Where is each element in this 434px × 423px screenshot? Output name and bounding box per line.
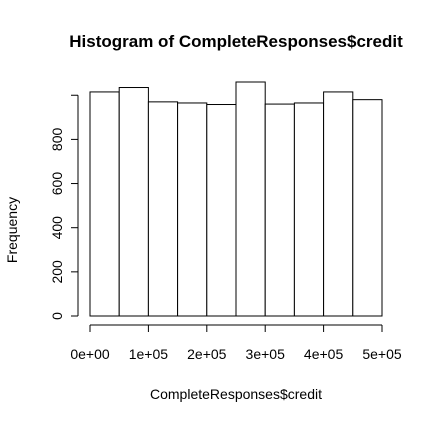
chart-title: Histogram of CompleteResponses$credit (69, 32, 403, 51)
y-tick-label: 0 (49, 312, 65, 320)
histogram-bar (352, 99, 383, 317)
y-axis: 0 200 400 600 800 (49, 94, 79, 320)
histogram-bar (206, 104, 237, 317)
x-tick-label: 1e+05 (129, 346, 169, 362)
histogram-bar (177, 102, 208, 317)
x-axis-label: CompleteResponses$credit (150, 386, 322, 402)
histogram-bar (89, 91, 120, 317)
x-tick-label: 4e+05 (304, 346, 344, 362)
y-tick-label: 200 (49, 260, 65, 284)
histogram-bar (235, 81, 266, 317)
y-tick-label: 600 (49, 172, 65, 196)
x-tick-label: 3e+05 (246, 346, 286, 362)
histogram-bar (264, 103, 295, 317)
bars-group (89, 81, 383, 317)
y-tick-label: 800 (49, 128, 65, 152)
y-tick-label: 400 (49, 216, 65, 240)
y-axis-label: Frequency (4, 197, 20, 263)
x-tick-label: 0e+00 (70, 346, 110, 362)
histogram-bar (118, 87, 149, 317)
x-tick-label: 5e+05 (362, 346, 402, 362)
x-tick-label: 2e+05 (187, 346, 227, 362)
x-axis: 0e+00 1e+05 2e+05 3e+05 4e+05 5e+05 (70, 324, 402, 362)
histogram-bar (293, 102, 325, 317)
histogram-bar (323, 91, 354, 317)
histogram-bar (147, 101, 179, 317)
